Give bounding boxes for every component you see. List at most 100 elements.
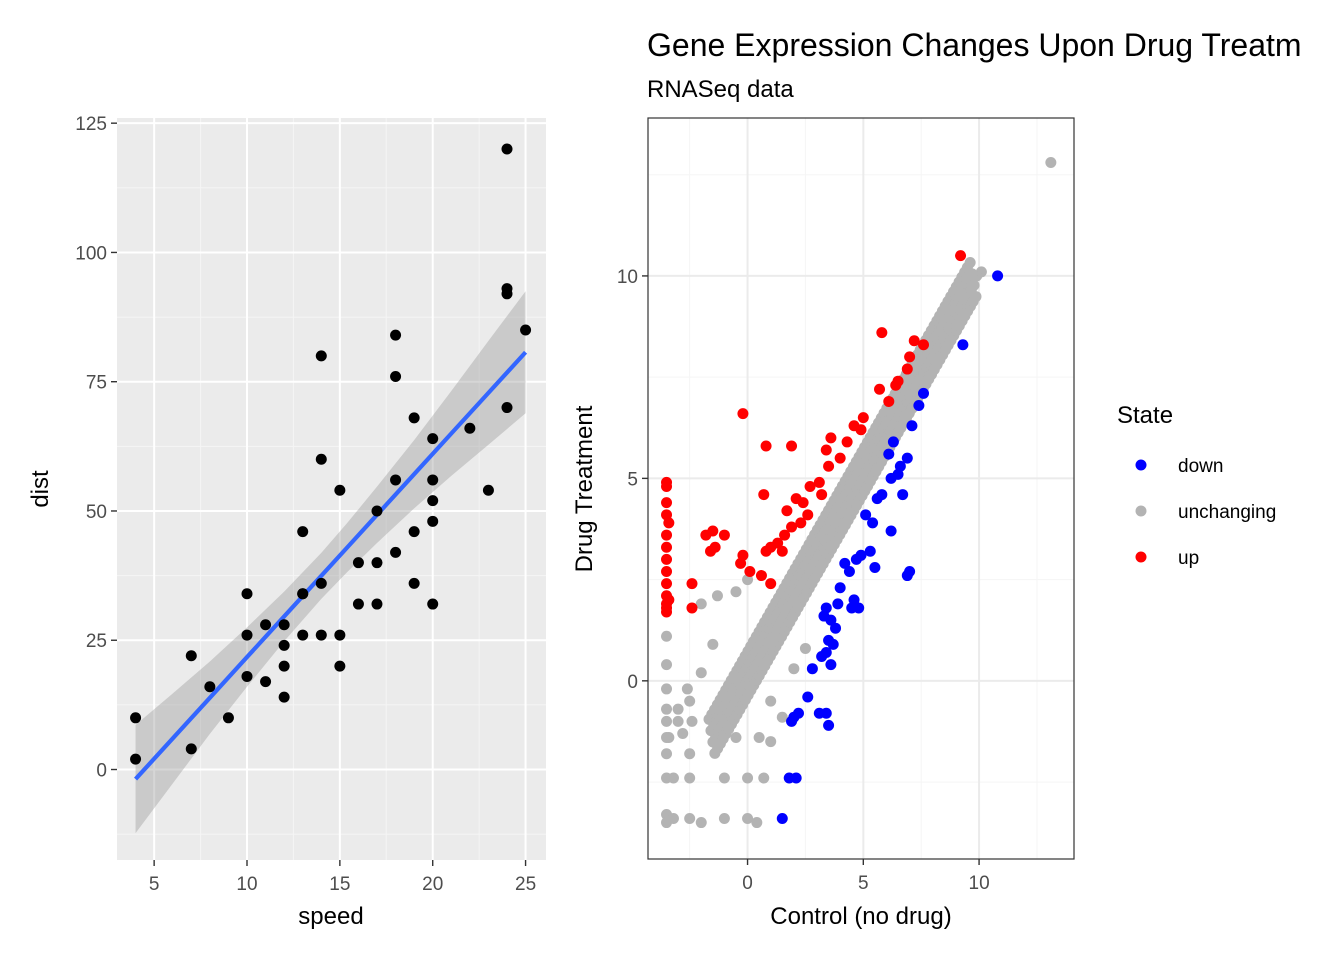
point-up: [813, 476, 825, 488]
data-point: [315, 453, 327, 465]
point-down: [820, 707, 832, 719]
point-down: [853, 602, 865, 614]
point-down: [957, 339, 969, 351]
point-down: [992, 270, 1004, 282]
point-up: [781, 505, 793, 517]
point-up: [955, 250, 967, 262]
point-unchanging: [788, 663, 800, 675]
point-up: [834, 452, 846, 464]
point-unchanging: [661, 715, 673, 727]
data-point: [278, 619, 290, 631]
legend: State down unchanging up: [1117, 402, 1276, 569]
point-up: [901, 363, 913, 375]
point-down: [786, 715, 798, 727]
point-up: [705, 545, 717, 557]
point-up: [855, 424, 867, 436]
point-unchanging: [753, 732, 765, 744]
data-point: [501, 143, 513, 155]
right-axes: 0 5 10 0 5 10: [617, 267, 990, 894]
point-unchanging: [686, 715, 698, 727]
data-point: [297, 588, 309, 600]
left-plot-panel-background: [117, 118, 546, 860]
point-down: [864, 545, 876, 557]
point-up: [663, 594, 675, 606]
point-up: [823, 460, 835, 472]
y-tick-label: 5: [627, 469, 638, 490]
legend-label-up: up: [1178, 548, 1199, 569]
x-tick-label: 10: [969, 873, 990, 894]
point-up: [779, 529, 791, 541]
data-point: [241, 670, 253, 682]
point-up: [661, 529, 673, 541]
point-up: [820, 444, 832, 456]
point-unchanging: [742, 813, 754, 825]
point-down: [901, 570, 913, 582]
data-point: [390, 371, 402, 383]
point-down: [827, 638, 839, 650]
point-down: [869, 561, 881, 573]
chart-title: Gene Expression Changes Upon Drug Treatm: [647, 27, 1302, 63]
x-tick-label: 10: [236, 874, 257, 895]
left-plot: 5 10 15 20 25 0 25 50 75 100 125 speed dist: [27, 114, 546, 930]
data-point: [278, 691, 290, 703]
data-point: [464, 422, 476, 434]
point-unchanging: [695, 667, 707, 679]
point-down: [776, 813, 788, 825]
point-unchanging: [970, 291, 982, 303]
point-up: [874, 383, 886, 395]
point-down: [897, 489, 909, 501]
point-unchanging: [677, 727, 689, 739]
point-unchanging: [776, 711, 788, 723]
point-up: [707, 525, 719, 537]
data-point: [260, 676, 272, 688]
point-unchanging: [964, 257, 976, 269]
point-down: [885, 472, 897, 484]
data-point: [297, 526, 309, 538]
point-unchanging: [661, 683, 673, 695]
y-tick-label: 50: [86, 502, 107, 523]
x-axis-title-speed: speed: [298, 903, 363, 930]
data-point: [482, 484, 494, 496]
data-point: [427, 515, 439, 527]
point-unchanging: [661, 659, 673, 671]
point-unchanging: [661, 630, 673, 642]
point-unchanging: [684, 748, 696, 760]
y-tick-label: 100: [75, 243, 107, 264]
legend-title: State: [1117, 402, 1173, 429]
chart-subtitle: RNASeq data: [647, 76, 794, 103]
point-unchanging: [751, 817, 763, 829]
point-up: [663, 517, 675, 529]
legend-key-down: [1135, 459, 1147, 471]
data-point: [408, 412, 420, 424]
point-unchanging: [661, 703, 673, 715]
point-up: [686, 602, 698, 614]
point-down: [906, 420, 918, 432]
point-up: [876, 327, 888, 339]
x-tick-label: 5: [149, 874, 160, 895]
point-up: [661, 578, 673, 590]
point-down: [802, 691, 814, 703]
point-down: [850, 553, 862, 565]
point-up: [841, 436, 853, 448]
point-up: [760, 440, 772, 452]
left-points: [130, 143, 532, 765]
point-up: [883, 395, 895, 407]
point-up: [918, 339, 930, 351]
point-down: [887, 436, 899, 448]
point-up: [890, 379, 902, 391]
point-down: [867, 517, 879, 529]
legend-key-unchanging: [1135, 505, 1147, 517]
point-unchanging: [1045, 157, 1057, 169]
point-up: [661, 566, 673, 578]
y-tick-label: 0: [627, 672, 638, 693]
point-up: [718, 529, 730, 541]
data-point: [315, 577, 327, 589]
point-unchanging: [742, 772, 754, 784]
data-point: [427, 495, 439, 507]
point-up: [908, 335, 920, 347]
point-down: [823, 719, 835, 731]
point-up: [904, 351, 916, 363]
data-point: [427, 474, 439, 486]
point-up: [786, 521, 798, 533]
data-point: [427, 598, 439, 610]
